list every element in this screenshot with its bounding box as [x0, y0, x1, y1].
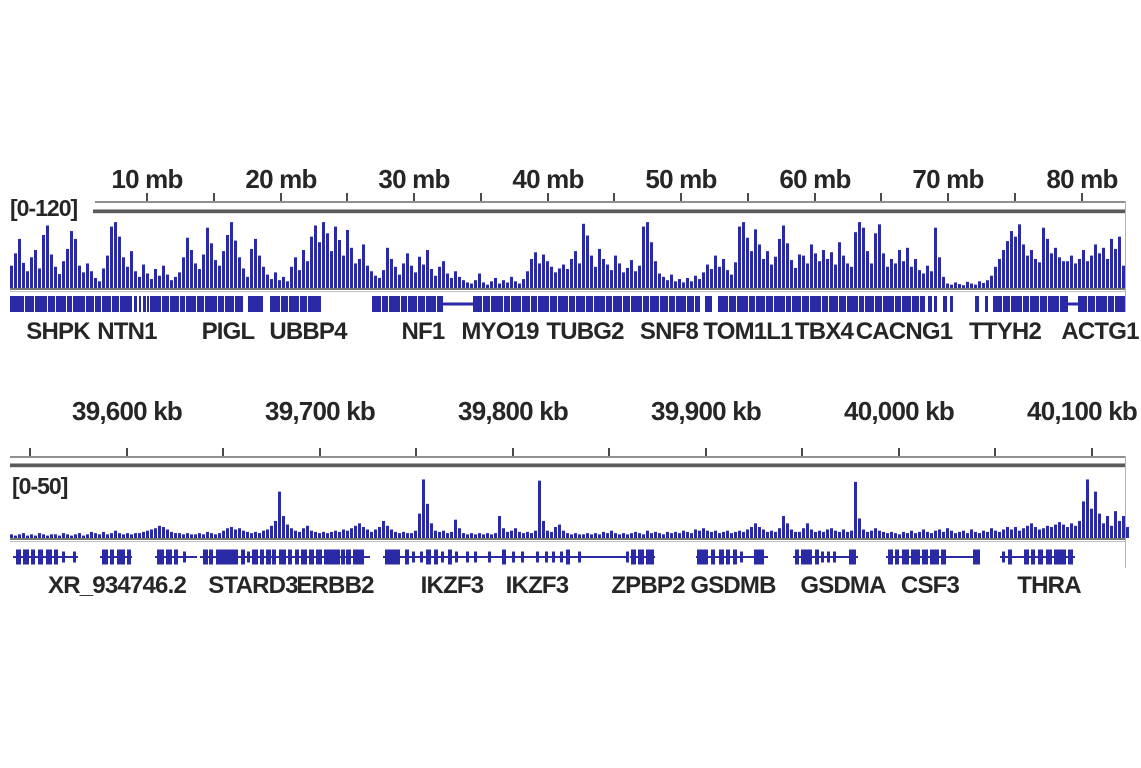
ruler-tick-label: 39,800 kb [458, 396, 569, 426]
gene-label: XR_934746.2 [48, 572, 187, 599]
gene-label: NTN1 [97, 318, 157, 345]
ruler-tick-label: 40,000 kb [844, 396, 955, 426]
gene-label: SNF8 [639, 318, 699, 345]
ruler-tick-label: 39,600 kb [72, 396, 183, 426]
ruler-tick [346, 193, 348, 201]
gene-label: IKZF3 [505, 572, 569, 599]
ruler-line[interactable] [10, 456, 1125, 458]
ruler-tick-label: 39,700 kb [265, 396, 376, 426]
ruler-tick-label: 50 mb [645, 164, 717, 194]
ruler-tick [512, 448, 514, 456]
ruler-tick [280, 193, 282, 201]
ruler-tick [547, 193, 549, 201]
ruler-tick [480, 193, 482, 201]
signal-bars [10, 479, 1129, 538]
ruler-tick-label: 39,900 kb [651, 396, 762, 426]
ruler-tick [801, 448, 803, 456]
ruler-tick [814, 193, 816, 201]
gene-label: CSF3 [900, 572, 960, 599]
ruler-tick-label: 40,100 kb [1027, 396, 1138, 426]
ruler-tick [146, 193, 148, 201]
overview-range-label: [0-120] [10, 195, 78, 221]
track-baseline [10, 288, 1125, 290]
gene-model-track[interactable] [0, 546, 1141, 568]
track-baseline-shadow [10, 291, 1125, 292]
ruler-tick [29, 448, 31, 456]
ruler-tick-label: 10 mb [111, 164, 183, 194]
gene-label: GSDMA [800, 572, 886, 599]
track-baseline [10, 538, 1125, 540]
gene-label: ZPBP2 [611, 572, 685, 599]
track-separator [93, 209, 1125, 214]
gene-density-segments [10, 296, 1125, 312]
signal-plot[interactable] [0, 221, 1141, 288]
ruler-tick [994, 448, 996, 456]
gene-label: CACNG1 [855, 318, 953, 345]
track-right-border [1125, 456, 1126, 568]
ruler-tick [1081, 193, 1083, 201]
gene-label: SHPK [26, 318, 90, 345]
gene-label: TBX4 [794, 318, 854, 345]
ruler-tick [947, 193, 949, 201]
gene-label: ERBB2 [296, 572, 374, 599]
ruler-tick [680, 193, 682, 201]
ruler-tick-label: 20 mb [245, 164, 317, 194]
gene-label: STARD3 [208, 572, 298, 599]
ruler-line[interactable] [95, 201, 1125, 203]
ruler-tick [126, 448, 128, 456]
gene-label: TUBG2 [546, 318, 624, 345]
ruler-tick [222, 448, 224, 456]
ruler-tick [608, 448, 610, 456]
track-separator [10, 463, 1125, 468]
ruler-tick-label: 70 mb [912, 164, 984, 194]
gene-models [13, 549, 1075, 565]
signal-plot[interactable] [0, 477, 1141, 538]
ruler-tick-label: 80 mb [1046, 164, 1118, 194]
ruler-tick [613, 193, 615, 201]
track-baseline-shadow [10, 541, 1125, 542]
gene-label: TTYH2 [968, 318, 1042, 345]
detail-range-label: [0-50] [12, 473, 68, 499]
gene-label: IKZF3 [420, 572, 484, 599]
gene-label: TOM1L1 [703, 318, 793, 345]
ruler-tick [415, 448, 417, 456]
ruler-tick [1014, 193, 1016, 201]
ruler-tick-label: 30 mb [378, 164, 450, 194]
ruler-tick [747, 193, 749, 201]
signal-bars [10, 222, 1125, 288]
gene-label: PIGL [201, 318, 256, 345]
gene-label: NF1 [401, 318, 446, 345]
gene-density-band[interactable] [0, 296, 1141, 312]
ruler-tick [213, 193, 215, 201]
ruler-tick-label: 40 mb [512, 164, 584, 194]
gene-label: GSDMB [690, 572, 776, 599]
ruler-tick [898, 448, 900, 456]
ruler-tick [705, 448, 707, 456]
track-right-border [1125, 201, 1126, 312]
ruler-tick [413, 193, 415, 201]
ruler-tick [880, 193, 882, 201]
gene-label: THRA [1017, 572, 1081, 599]
gene-label: UBBP4 [269, 318, 347, 345]
gene-label: ACTG1 [1061, 318, 1139, 345]
ruler-tick [319, 448, 321, 456]
gene-label: MYO19 [461, 318, 539, 345]
ruler-tick [1091, 448, 1093, 456]
ruler-tick-label: 60 mb [779, 164, 851, 194]
